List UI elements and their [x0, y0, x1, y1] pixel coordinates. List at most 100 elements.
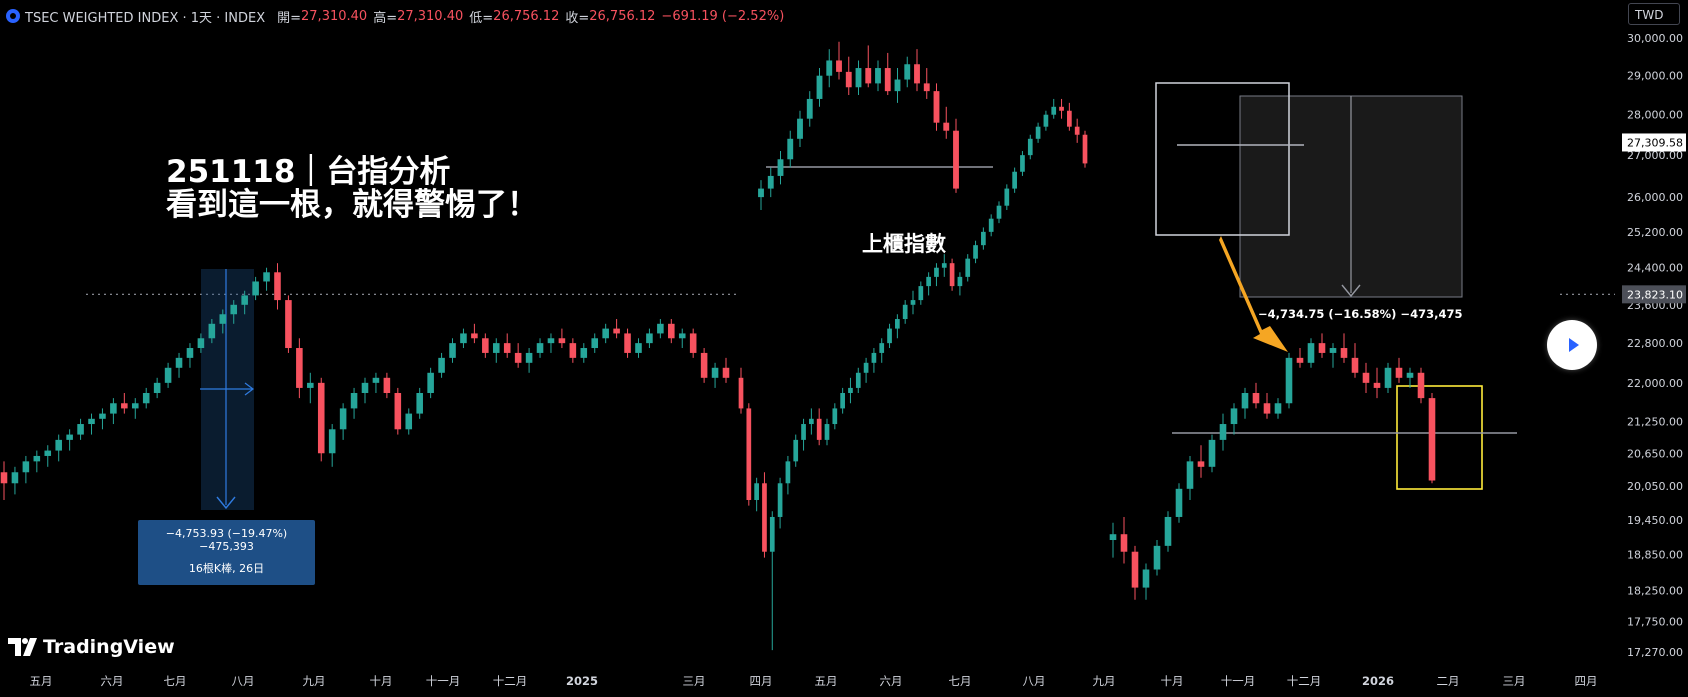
- x-tick-label: 八月: [232, 674, 255, 688]
- candle-body: [758, 188, 764, 198]
- candle-body: [1395, 367, 1403, 378]
- measure-label-2024[interactable]: −4,753.93 (−19.47%) −475,393 16根K棒, 26日: [138, 520, 315, 585]
- candle-body: [824, 424, 830, 440]
- candle-body: [0, 472, 8, 484]
- candle-body: [722, 367, 730, 378]
- candle-body: [1186, 461, 1194, 489]
- candle-body: [934, 267, 939, 277]
- candle-body: [55, 439, 62, 451]
- candle-body: [816, 418, 822, 440]
- candle-body: [777, 483, 783, 517]
- play-icon: [1569, 338, 1579, 352]
- candle-body: [797, 118, 803, 139]
- measure-label-2025[interactable]: −4,734.75 (−16.58%) −473,475: [1258, 307, 1463, 321]
- candle-body: [394, 393, 402, 430]
- candle-body: [848, 387, 853, 394]
- candle-body: [1307, 343, 1315, 363]
- candle-body: [738, 377, 744, 409]
- candle-body: [1153, 545, 1161, 570]
- candle-body: [1067, 110, 1072, 127]
- candle-body: [941, 263, 947, 268]
- candle-body: [405, 413, 413, 430]
- candle-body: [1384, 367, 1392, 388]
- measure-2024-line-2: 16根K棒, 26日: [188, 562, 265, 575]
- x-tick-label: 二月: [1437, 674, 1460, 688]
- candle-body: [208, 323, 216, 339]
- title-line-1: 251118｜台指分析: [166, 154, 451, 190]
- candle-body: [1120, 534, 1128, 552]
- candle-body: [263, 272, 270, 282]
- candle-body: [865, 68, 872, 84]
- candle-body: [895, 319, 900, 329]
- y-tick-label: 22,000.00: [1627, 377, 1683, 390]
- low-value: 26,756.12: [493, 8, 560, 24]
- y-tick-label: 24,400.00: [1627, 262, 1683, 275]
- candle-body: [471, 333, 478, 339]
- candle-body: [1197, 461, 1205, 467]
- candle-body: [66, 434, 73, 440]
- candle-body: [164, 367, 172, 383]
- candle-body: [350, 393, 358, 409]
- candle-body: [855, 372, 861, 388]
- candle-body: [1428, 398, 1436, 481]
- candle-body: [110, 403, 117, 414]
- candle-body: [904, 64, 911, 80]
- candle-body: [918, 286, 924, 301]
- candle-body: [296, 348, 303, 388]
- y-tick-label: 28,000.00: [1627, 109, 1683, 122]
- otc-label[interactable]: 上櫃指數: [862, 232, 946, 256]
- play-button[interactable]: [1547, 320, 1597, 370]
- y-tick-label: 22,800.00: [1627, 337, 1683, 350]
- candle-body: [383, 377, 391, 394]
- tradingview-logo[interactable]: TradingView: [8, 636, 175, 658]
- close-label: 收=: [565, 10, 590, 26]
- y-tick-label: 25,200.00: [1627, 226, 1683, 239]
- y-tick-label: 29,000.00: [1627, 70, 1683, 83]
- close-value: 26,756.12: [589, 8, 656, 24]
- price-label-bg: [1622, 133, 1686, 152]
- candle-body: [1004, 188, 1010, 206]
- candle-body: [1131, 551, 1139, 588]
- candle-body: [957, 276, 963, 287]
- y-tick-label: 17,750.00: [1627, 616, 1683, 629]
- y-tick-label: 17,270.00: [1627, 646, 1683, 659]
- symbol-title[interactable]: TSEC WEIGHTED INDEX · 1天 · INDEX: [25, 10, 266, 26]
- candle-body: [361, 382, 369, 394]
- candle-body: [1329, 348, 1337, 353]
- candle-body: [1274, 403, 1282, 414]
- candle-body: [1012, 171, 1017, 189]
- candle-body: [793, 439, 799, 462]
- candle-body: [1285, 357, 1293, 404]
- candle-body: [1373, 382, 1381, 388]
- x-tick-label: 六月: [880, 674, 903, 688]
- candle-body: [1219, 424, 1227, 440]
- price-label: 27,309.58: [1627, 136, 1683, 149]
- title-line-2: 看到這一根，就得警惕了！: [166, 187, 538, 223]
- candle-body: [996, 205, 1002, 219]
- candle-body: [816, 75, 823, 99]
- candle-body: [558, 338, 566, 344]
- candle-body: [1252, 393, 1260, 404]
- candle-body: [449, 343, 456, 358]
- y-tick-label: 20,650.00: [1627, 447, 1683, 460]
- candle-body: [1035, 126, 1041, 139]
- low-label: 低=: [469, 10, 494, 26]
- title-annotation[interactable]: 251118｜台指分析 看到這一根，就得警惕了！: [166, 156, 538, 222]
- candle-body: [121, 403, 128, 409]
- currency-button[interactable]: TWD: [1628, 3, 1680, 25]
- tradingview-brand: TradingView: [43, 636, 175, 658]
- x-tick-label: 十月: [370, 674, 393, 688]
- candle-body: [887, 328, 892, 344]
- eye-icon[interactable]: [6, 9, 20, 23]
- symbol-header[interactable]: TSEC WEIGHTED INDEX · 1天 · INDEX 開= 27,31…: [6, 6, 790, 26]
- y-tick-label: 27,000.00: [1627, 149, 1683, 162]
- candle-body: [902, 304, 908, 320]
- candle-body: [11, 472, 19, 484]
- x-tick-label: 十一月: [426, 674, 461, 688]
- candle-body: [988, 218, 994, 232]
- x-tick-label: 九月: [303, 674, 326, 688]
- candle-body: [460, 333, 467, 344]
- candle-body: [635, 343, 642, 353]
